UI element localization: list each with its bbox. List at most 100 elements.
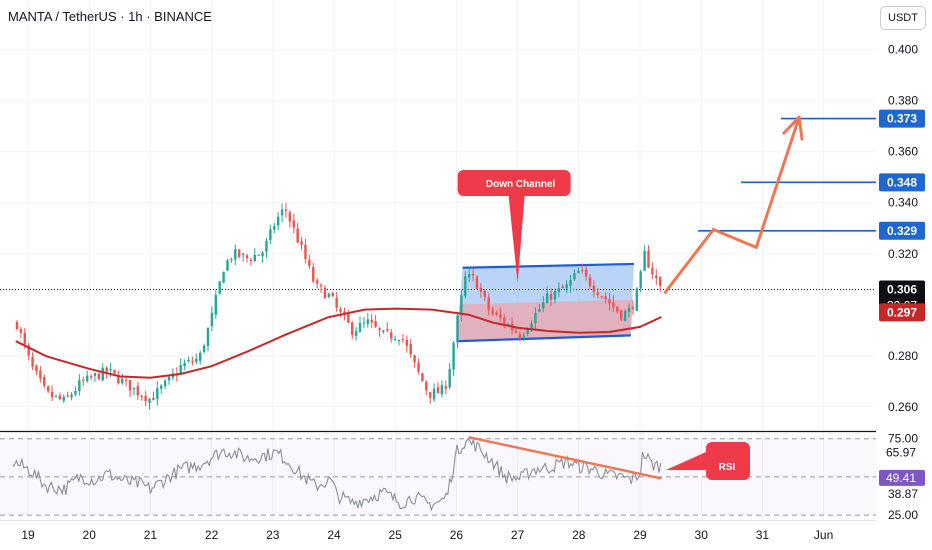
candle-body xyxy=(347,313,350,323)
candle-body xyxy=(140,396,143,398)
last-price-label: 0.306 xyxy=(887,282,917,296)
candle-body xyxy=(393,339,397,341)
candle-body xyxy=(643,251,646,271)
candle-body xyxy=(542,302,545,309)
y-axis-tick-label: 0.380 xyxy=(888,94,918,108)
x-axis-tick-label: Jun xyxy=(814,528,833,542)
candle-body xyxy=(152,397,155,401)
projection-path xyxy=(663,116,801,295)
candle-body xyxy=(78,380,81,392)
y-axis-tick-label: 0.320 xyxy=(888,247,918,261)
candle-body xyxy=(557,288,561,293)
candle-body xyxy=(351,322,354,335)
ma-price-label-background xyxy=(879,303,925,322)
ma-price-label: 0.297 xyxy=(887,305,917,319)
candle-body xyxy=(518,334,522,339)
candle-body xyxy=(163,380,167,387)
candle-body xyxy=(362,322,366,324)
candle-body xyxy=(214,295,218,315)
candle-body xyxy=(19,328,23,333)
candle-body xyxy=(58,395,62,399)
candle-body xyxy=(627,308,631,312)
candle-body xyxy=(276,216,280,226)
candle-body xyxy=(97,373,101,380)
candle-body xyxy=(658,277,662,286)
candle-body xyxy=(237,249,241,257)
x-axis-tick-label: 19 xyxy=(21,528,35,542)
candle-body xyxy=(651,267,654,275)
candle-body xyxy=(581,270,584,272)
candle-body xyxy=(202,345,206,352)
candle-body xyxy=(117,374,120,384)
candle-body xyxy=(327,293,331,297)
candle-body xyxy=(565,284,568,289)
candle-body xyxy=(647,250,650,268)
candle-body xyxy=(210,312,214,327)
candle-body xyxy=(253,255,256,262)
candle-body xyxy=(128,379,132,391)
candle-body xyxy=(573,273,576,280)
channel-upper-line xyxy=(462,262,634,269)
x-axis-tick-label: 25 xyxy=(389,528,403,542)
candle-body xyxy=(467,273,471,278)
candle-body xyxy=(436,387,440,394)
candle-body xyxy=(230,259,233,261)
candle-body xyxy=(370,319,373,323)
target-1-price-label: 0.329 xyxy=(887,224,917,238)
candle-body xyxy=(50,391,54,398)
candle-body xyxy=(66,395,69,397)
candle-body xyxy=(545,293,549,304)
currency-button[interactable]: USDT xyxy=(880,6,926,30)
candle-body xyxy=(444,386,448,389)
candle-body xyxy=(269,229,272,240)
candle-body xyxy=(292,220,295,228)
rsi-callout-label: RSI xyxy=(719,462,736,473)
candle-body xyxy=(167,376,171,381)
candle-body xyxy=(487,297,490,310)
candle-body xyxy=(358,323,362,333)
x-axis-tick-label: 27 xyxy=(511,528,525,542)
candle-body xyxy=(374,320,377,327)
candle-body xyxy=(245,255,249,259)
candle-body xyxy=(273,226,276,230)
candle-body xyxy=(280,209,284,216)
candle-body xyxy=(156,388,159,399)
candle-body xyxy=(23,332,26,345)
candle-body xyxy=(261,252,264,257)
candle-body xyxy=(319,285,323,287)
x-axis-tick-label: 21 xyxy=(144,528,158,542)
candle-body xyxy=(183,362,186,367)
candle-body xyxy=(471,273,475,276)
candle-body xyxy=(323,287,327,299)
candle-body xyxy=(413,355,416,363)
candle-body xyxy=(464,276,467,297)
target-1-price-label-background xyxy=(879,221,925,240)
candle-body xyxy=(397,340,401,342)
rsi-axis-label-25: 25.00 xyxy=(888,508,918,522)
candle-body xyxy=(588,277,592,287)
y-axis-tick-label: 0.400 xyxy=(888,43,918,57)
channel-lower-line xyxy=(456,334,631,343)
candle-body xyxy=(616,306,619,312)
candle-body xyxy=(136,385,140,396)
y-axis-tick-label: 0.280 xyxy=(888,349,918,363)
rsi-extra-value: 38.87 xyxy=(888,487,918,501)
candle-body xyxy=(222,272,225,283)
candle-body xyxy=(495,312,498,315)
candle-body xyxy=(35,365,38,372)
candle-body xyxy=(226,260,229,271)
candle-body xyxy=(144,395,147,402)
candle-body xyxy=(206,327,210,346)
rsi-current-badge-background xyxy=(878,444,926,462)
candle-body xyxy=(241,253,245,256)
candle-body xyxy=(304,244,307,259)
rsi-ma-badge-background xyxy=(879,469,925,486)
candle-body xyxy=(113,369,116,374)
candle-body xyxy=(631,306,635,310)
candle-body xyxy=(421,373,424,382)
candle-body xyxy=(425,381,428,391)
candle-body xyxy=(456,315,459,343)
candle-body xyxy=(452,342,455,370)
candle-body xyxy=(335,297,338,308)
